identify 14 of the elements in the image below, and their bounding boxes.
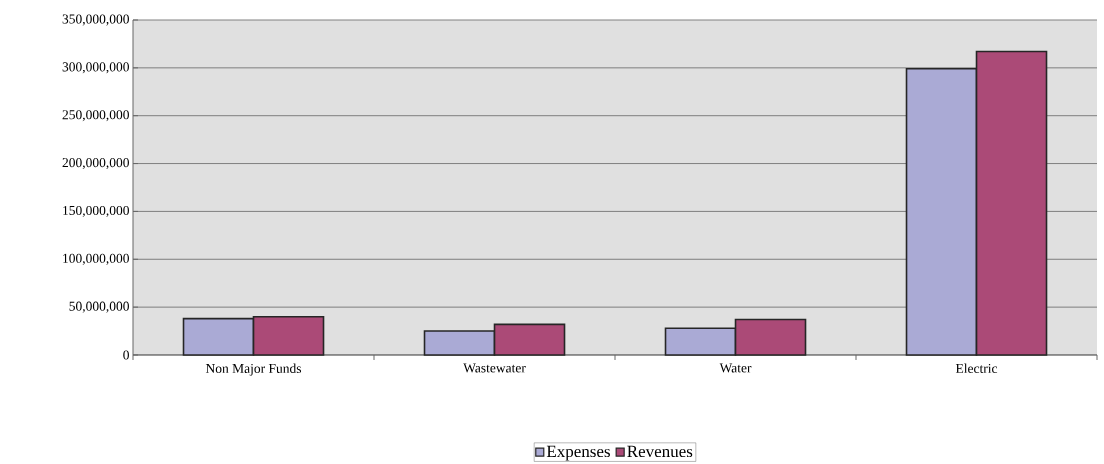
x-tick-label: Wastewater [463, 363, 526, 373]
legend-label: Expenses [546, 445, 610, 461]
y-tick-label: 0 [123, 350, 129, 360]
x-tick-label: Electric [955, 363, 998, 373]
y-tick-label: 350,000,000 [62, 14, 129, 26]
x-tick-label: Non Major Funds [205, 363, 302, 376]
y-tick-label: 50,000,000 [69, 301, 129, 313]
y-tick-label: 200,000,000 [62, 158, 129, 170]
y-tick-label: 250,000,000 [62, 110, 129, 122]
y-tick-label: 150,000,000 [63, 205, 129, 217]
y-tick-label: 300,000,000 [62, 62, 129, 74]
legend-label: Revenues [627, 445, 693, 458]
y-tick-label: 100,000,000 [63, 253, 129, 265]
x-tick-label: Water [719, 363, 752, 373]
